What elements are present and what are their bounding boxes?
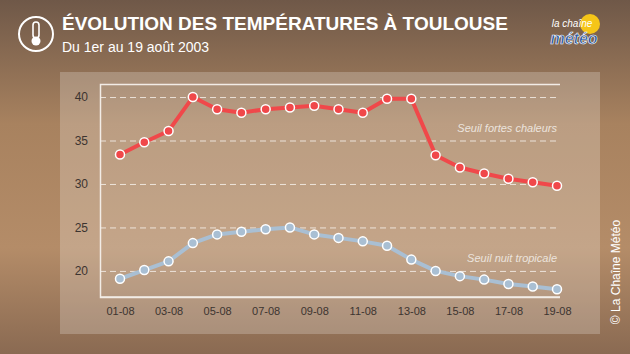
- marker: [164, 257, 173, 266]
- logo-text: météo: [550, 30, 597, 47]
- y-tick-label: 30: [75, 177, 89, 191]
- annotation: Seuil nuit tropicale: [467, 252, 557, 264]
- x-axis: 01-08 03-08 05-08 07-08 09-08 11-08 13-08 15-08…: [100, 297, 572, 317]
- x-axis-line: [100, 296, 560, 298]
- y-tick-label: 40: [75, 90, 89, 104]
- marker: [164, 126, 173, 135]
- subtitle: Du 1er au 19 août 2003: [62, 39, 209, 55]
- marker: [116, 274, 125, 283]
- marker: [528, 282, 537, 291]
- grid-line: [100, 227, 560, 228]
- x-tick: 05-08: [204, 305, 232, 317]
- x-tick: 03-08: [155, 305, 183, 317]
- marker: [455, 272, 464, 281]
- marker: [358, 237, 367, 246]
- thermometer-icon: [19, 17, 53, 51]
- y-axis: 20 25 30 35 40: [75, 85, 560, 298]
- plot-panel: [60, 72, 600, 334]
- marker: [504, 174, 513, 183]
- marker: [553, 285, 562, 294]
- marker: [116, 150, 125, 159]
- x-tick: 17-08: [495, 305, 523, 317]
- marker: [188, 239, 197, 248]
- title: ÉVOLUTION DES TEMPÉRATURES À TOULOUSE: [62, 13, 508, 34]
- y-tick-label: 20: [75, 264, 89, 278]
- marker: [261, 225, 270, 234]
- y-tick: 35: [75, 134, 560, 148]
- marker: [261, 105, 270, 114]
- plot-area: [116, 93, 562, 294]
- annotation: Seuil fortes chaleurs: [457, 122, 557, 134]
- marker: [407, 255, 416, 264]
- marker: [553, 181, 562, 190]
- marker: [213, 230, 222, 239]
- marker: [140, 138, 149, 147]
- credit: © La Chaîne Météo: [609, 220, 623, 325]
- x-tick-label: 17-08: [495, 305, 523, 317]
- x-tick-label: 09-08: [301, 305, 329, 317]
- y-axis-line: [101, 85, 561, 298]
- icon-stem: [33, 22, 39, 38]
- icon-bulb: [32, 37, 41, 46]
- y-tick: 30: [75, 177, 560, 191]
- x-tick: 07-08: [252, 305, 280, 317]
- icon-ring: [19, 17, 53, 51]
- marker: [358, 108, 367, 117]
- x-tick: 11-08: [350, 305, 377, 317]
- x-tick: 19-08: [543, 305, 571, 317]
- marker: [285, 103, 294, 112]
- marker: [383, 241, 392, 250]
- marker: [140, 266, 149, 275]
- y-tick-label: 25: [75, 221, 89, 235]
- x-tick-label: 11-08: [350, 305, 377, 317]
- x-tick-label: 03-08: [155, 305, 183, 317]
- marker: [528, 178, 537, 187]
- grid-line: [100, 141, 560, 142]
- x-tick: 13-08: [398, 305, 426, 317]
- x-tick-label: 13-08: [398, 305, 426, 317]
- marker: [407, 94, 416, 103]
- x-tick: 15-08: [446, 305, 474, 317]
- x-tick: 09-08: [301, 305, 329, 317]
- x-tick-label: 07-08: [252, 305, 280, 317]
- x-tick: 01-08: [106, 305, 134, 317]
- marker: [383, 94, 392, 103]
- marker: [431, 151, 440, 160]
- y-tick-label: 35: [75, 134, 89, 148]
- x-tick-label: 19-08: [543, 305, 571, 317]
- x-tick-label: 01-08: [106, 305, 134, 317]
- series-line: [120, 227, 557, 289]
- marker: [334, 233, 343, 242]
- x-tick-label: 15-08: [446, 305, 474, 317]
- grid-line: [100, 97, 560, 98]
- background: [0, 0, 630, 354]
- x-tick-label: 05-08: [204, 305, 232, 317]
- marker: [480, 169, 489, 178]
- marker: [310, 101, 319, 110]
- marker: [504, 279, 513, 288]
- marker: [237, 227, 246, 236]
- marker: [431, 266, 440, 275]
- marker: [334, 105, 343, 114]
- series-line: [120, 97, 557, 186]
- grid-line: [100, 271, 560, 272]
- logo: la chaînemétéo: [550, 14, 600, 47]
- marker: [455, 163, 464, 172]
- logo-text: la chaîne: [552, 18, 593, 29]
- marker: [480, 275, 489, 284]
- marker: [237, 108, 246, 117]
- marker: [285, 223, 294, 232]
- marker: [213, 105, 222, 114]
- grid-line: [100, 184, 560, 185]
- marker: [188, 93, 197, 102]
- marker: [310, 230, 319, 239]
- chart: ÉVOLUTION DES TEMPÉRATURES À TOULOUSE Du …: [0, 0, 630, 354]
